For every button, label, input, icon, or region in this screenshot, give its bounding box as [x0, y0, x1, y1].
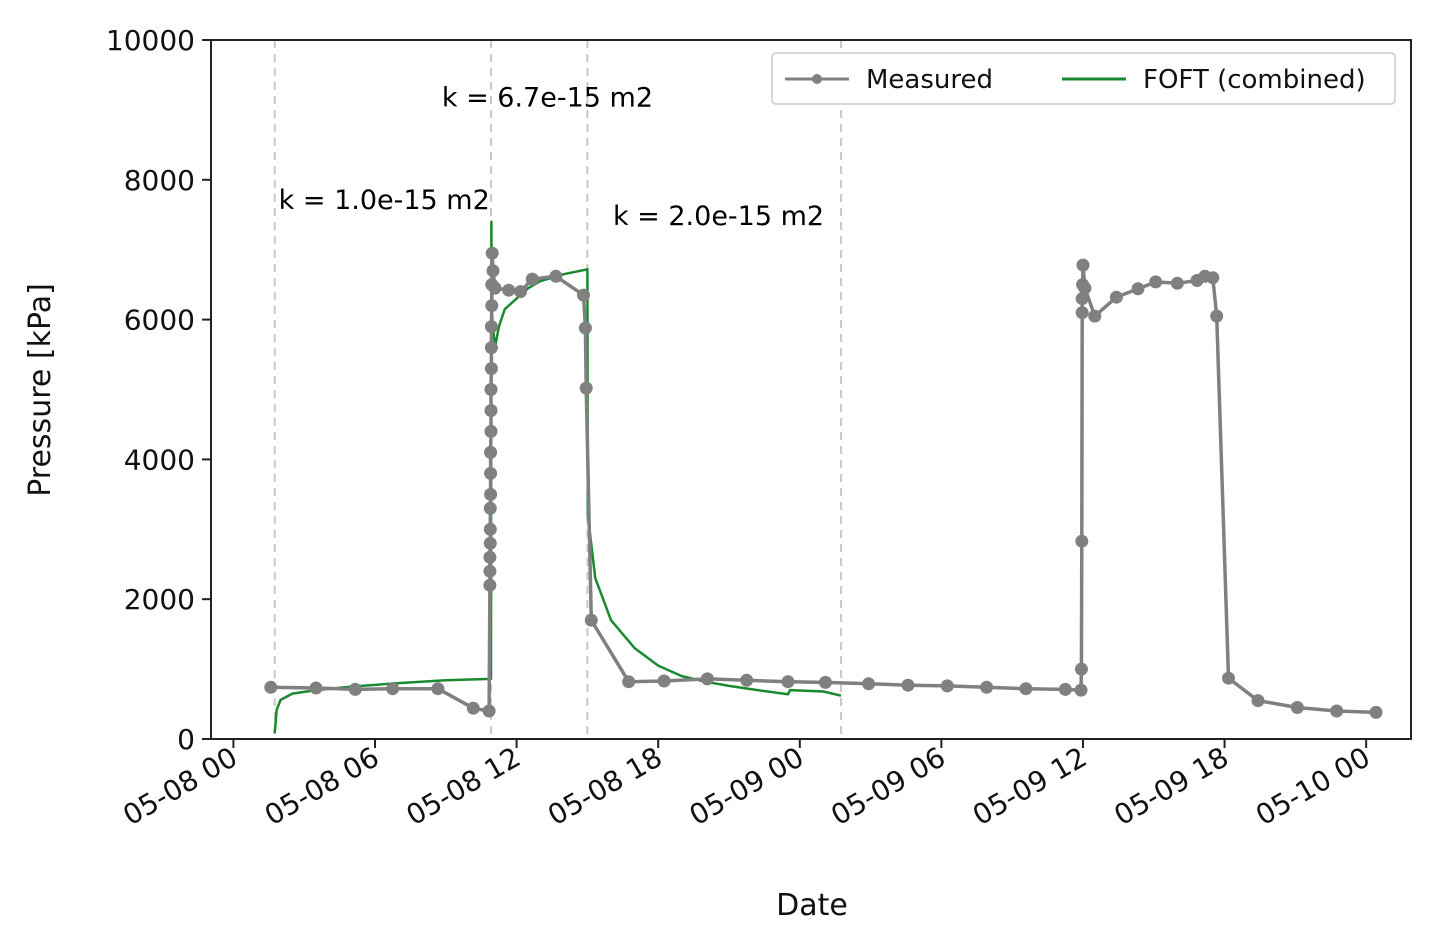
vlines — [273, 40, 843, 739]
measured-point-65 — [1251, 694, 1265, 708]
measured-point-39 — [781, 675, 795, 689]
measured-point-27 — [502, 283, 516, 297]
measured-point-31 — [577, 288, 590, 302]
x-tick-label-6: 05-09 12 — [967, 740, 1093, 832]
measured-point-1 — [309, 681, 323, 695]
measured-point-64 — [1222, 671, 1235, 685]
measured-point-43 — [940, 679, 954, 693]
y-tick-label-1: 2000 — [124, 583, 195, 616]
measured-series — [264, 246, 1383, 719]
annotation-0: k = 1.0e-15 m2 — [279, 185, 490, 216]
measured-point-4 — [431, 682, 445, 696]
measured-point-3 — [386, 682, 400, 696]
measured-point-51 — [1075, 292, 1089, 306]
x-axis-label: Date — [776, 888, 848, 923]
measured-point-46 — [1058, 682, 1072, 696]
measured-point-12 — [483, 501, 497, 515]
measured-point-10 — [483, 536, 497, 550]
measured-point-11 — [483, 522, 497, 536]
measured-point-8 — [483, 564, 497, 578]
y-tick-label-2: 4000 — [124, 443, 195, 476]
x-tick-label-5: 05-09 06 — [825, 740, 951, 832]
measured-point-63 — [1210, 309, 1224, 323]
measured-point-20 — [484, 341, 498, 355]
measured-point-40 — [818, 675, 832, 689]
measured-point-68 — [1369, 705, 1383, 719]
measured-point-6 — [482, 704, 496, 718]
measured-point-17 — [484, 404, 498, 417]
measured-point-24 — [485, 246, 499, 260]
measured-point-58 — [1149, 275, 1163, 289]
measured-point-33 — [579, 381, 593, 395]
measured-point-55 — [1088, 309, 1102, 323]
x-axis: 05-08 00 05-08 06 05-08 12 05-08 18 05-09 00… — [117, 739, 1376, 832]
measured-point-19 — [484, 362, 498, 375]
measured-point-37 — [700, 672, 714, 686]
measured-point-9 — [483, 550, 497, 564]
annotations: k = 1.0e-15 m2 k = 6.7e-15 m2 k = 2.0e-15 … — [279, 82, 824, 232]
x-tick-label-2: 05-08 12 — [401, 740, 527, 832]
measured-point-26 — [488, 281, 502, 295]
plot-background — [211, 40, 1411, 739]
measured-point-57 — [1131, 282, 1145, 296]
x-tick-label-1: 05-08 06 — [259, 740, 385, 832]
measured-point-53 — [1076, 258, 1090, 272]
measured-point-2 — [348, 682, 362, 696]
measured-point-47 — [1074, 683, 1088, 697]
measured-point-44 — [980, 680, 994, 694]
measured-point-15 — [484, 445, 498, 459]
measured-point-29 — [525, 272, 539, 286]
y-axis: 0 2000 4000 6000 8000 10000 — [106, 24, 211, 756]
x-tick-label-3: 05-08 18 — [542, 740, 668, 832]
legend: Measured FOFT (combined) — [771, 52, 1396, 105]
measured-point-41 — [862, 677, 876, 691]
legend-measured-label: Measured — [866, 65, 993, 95]
measured-point-16 — [484, 424, 498, 438]
y-tick-label-3: 6000 — [124, 304, 195, 337]
measured-point-45 — [1019, 682, 1033, 696]
measured-point-36 — [657, 674, 671, 688]
measured-point-67 — [1330, 704, 1344, 718]
measured-point-66 — [1290, 701, 1304, 714]
legend-fit-label: FOFT (combined) — [1143, 65, 1366, 95]
y-tick-label-4: 8000 — [124, 164, 195, 197]
measured-point-13 — [484, 487, 498, 501]
y-tick-label-0: 0 — [177, 723, 195, 756]
measured-point-7 — [483, 578, 497, 592]
measured-point-25 — [486, 264, 500, 278]
y-axis-label: Pressure [kPa] — [23, 283, 58, 497]
measured-point-5 — [466, 701, 480, 715]
measured-point-14 — [484, 466, 498, 480]
measured-point-35 — [622, 675, 636, 689]
annotation-1: k = 6.7e-15 m2 — [442, 82, 653, 113]
measured-point-54 — [1078, 281, 1092, 295]
measured-point-48 — [1074, 662, 1088, 676]
measured-point-21 — [484, 320, 498, 334]
measured-point-62 — [1206, 271, 1220, 285]
measured-point-50 — [1075, 306, 1089, 320]
measured-point-22 — [485, 299, 499, 313]
x-tick-label-7: 05-09 18 — [1109, 740, 1235, 832]
annotation-2: k = 2.0e-15 m2 — [613, 201, 824, 232]
measured-point-18 — [484, 383, 498, 396]
measured-point-56 — [1109, 290, 1123, 304]
plot-frame — [210, 39, 1412, 740]
measured-point-49 — [1075, 534, 1089, 548]
measured-point-0 — [264, 680, 278, 694]
measured-point-59 — [1170, 276, 1184, 290]
measured-point-32 — [578, 321, 592, 335]
measured-point-28 — [514, 285, 527, 299]
measured-point-38 — [740, 673, 754, 687]
measured-point-30 — [549, 269, 563, 283]
legend-measured-marker — [812, 74, 822, 84]
x-tick-label-8: 05-10 00 — [1250, 740, 1376, 832]
measured-point-42 — [901, 678, 915, 692]
x-tick-label-4: 05-09 00 — [684, 740, 810, 832]
y-tick-label-5: 10000 — [106, 24, 195, 57]
measured-point-34 — [584, 613, 598, 627]
